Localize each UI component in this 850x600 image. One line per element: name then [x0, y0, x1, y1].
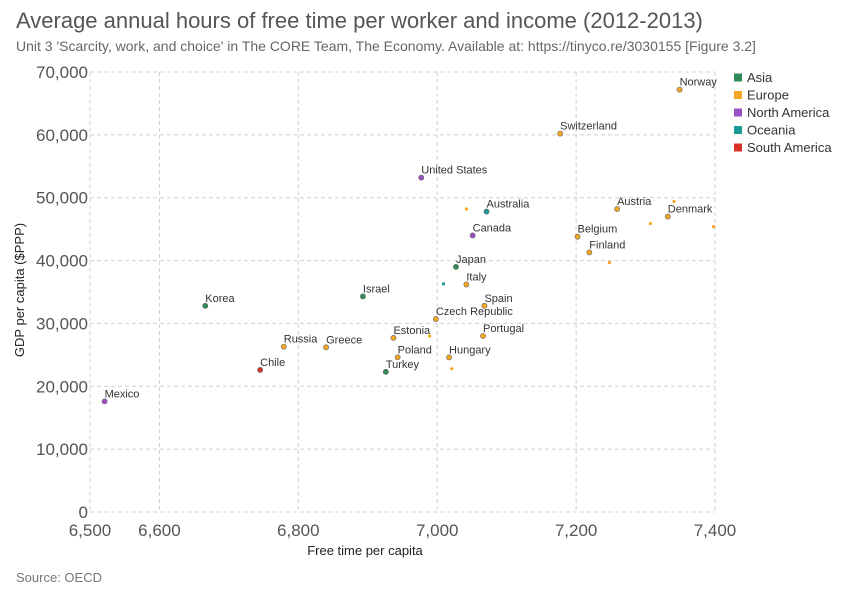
x-tick-label: 7,400: [694, 521, 737, 540]
data-point[interactable]: [257, 367, 264, 373]
y-tick-label: 60,000: [36, 126, 88, 145]
legend-swatch: [734, 91, 742, 99]
point-label: Korea: [205, 293, 235, 305]
legend-swatch: [734, 143, 742, 152]
data-point[interactable]: [676, 86, 683, 93]
data-point[interactable]: [480, 333, 486, 339]
point-label: Canada: [473, 222, 512, 234]
y-tick-label: 0: [79, 503, 88, 522]
source-note: Source: OECD: [16, 570, 102, 585]
data-point[interactable]: [481, 302, 488, 309]
point-label: Poland: [398, 344, 432, 356]
x-tick-label: 7,200: [555, 521, 598, 540]
point-label: Japan: [456, 254, 486, 266]
point-label: Chile: [260, 357, 285, 369]
data-point[interactable]: [280, 343, 287, 350]
point-label: Norway: [680, 77, 718, 89]
data-points: Norway Switzerland United States Austria Den…: [101, 77, 718, 405]
x-axis-label: Free time per capita: [307, 543, 423, 558]
point-label: Finland: [589, 239, 625, 251]
point-label: Hungary: [449, 344, 491, 356]
point-label: Russia: [284, 334, 319, 346]
point-label: Greece: [326, 334, 362, 346]
y-tick-label: 30,000: [36, 314, 88, 333]
legend-item[interactable]: Asia: [747, 70, 773, 85]
x-axis-ticks: 6,500 6,600 6,800 7,000 7,200 7,400: [69, 521, 737, 540]
x-tick-label: 6,800: [277, 521, 320, 540]
data-point[interactable]: [463, 281, 470, 288]
x-tick-label: 6,600: [138, 521, 181, 540]
point-label: Portugal: [483, 323, 524, 335]
data-point[interactable]: [648, 221, 653, 226]
point-label: Turkey: [386, 359, 420, 371]
point-label: Austria: [617, 196, 652, 208]
point-label: United States: [421, 165, 488, 177]
point-label: Mexico: [105, 388, 140, 400]
point-label: Switzerland: [560, 121, 617, 133]
data-point[interactable]: [101, 398, 108, 405]
legend-item[interactable]: North America: [747, 105, 830, 120]
y-axis-label: GDP per capita ($PPP): [12, 223, 27, 357]
point-label: Israel: [363, 283, 390, 295]
data-point[interactable]: [672, 199, 676, 204]
data-point[interactable]: [469, 232, 476, 239]
point-label: Italy: [466, 271, 487, 283]
legend-swatch: [734, 108, 742, 117]
x-tick-label: 6,500: [69, 521, 112, 540]
data-point[interactable]: [446, 354, 452, 361]
legend-item[interactable]: Oceania: [747, 123, 796, 138]
data-point[interactable]: [483, 208, 490, 215]
data-point[interactable]: [360, 293, 366, 300]
point-label: Denmark: [668, 204, 713, 216]
point-label: Belgium: [578, 224, 618, 236]
grid-lines: [89, 71, 716, 513]
chart-title: Average annual hours of free time per wo…: [16, 8, 703, 33]
y-tick-label: 50,000: [36, 189, 88, 208]
data-point[interactable]: [450, 367, 454, 371]
y-tick-label: 40,000: [36, 252, 88, 271]
data-point[interactable]: [464, 207, 468, 211]
y-axis-ticks: 0 10,000 20,000 30,000 40,000 50,000 60,000 70,…: [36, 63, 88, 522]
data-point[interactable]: [441, 282, 446, 286]
y-tick-label: 10,000: [36, 440, 88, 459]
y-tick-label: 20,000: [36, 377, 88, 396]
data-point[interactable]: [614, 206, 620, 212]
data-point[interactable]: [323, 344, 330, 351]
data-point[interactable]: [453, 263, 459, 270]
y-tick-label: 70,000: [36, 63, 88, 82]
data-point[interactable]: [382, 368, 389, 375]
x-tick-label: 7,000: [416, 521, 459, 540]
point-label: Australia: [487, 199, 531, 211]
legend-item[interactable]: Europe: [747, 88, 789, 103]
data-point[interactable]: [427, 334, 432, 338]
legend-swatch: [734, 73, 742, 82]
legend[interactable]: Asia Europe North America Oceania South Amer…: [734, 70, 832, 155]
data-point[interactable]: [394, 354, 401, 361]
data-point[interactable]: [418, 174, 425, 181]
point-label: Czech Republic: [436, 306, 514, 318]
data-point[interactable]: [607, 260, 612, 265]
data-point[interactable]: [432, 316, 439, 322]
chart-subtitle: Unit 3 'Scarcity, work, and choice' in T…: [16, 38, 756, 54]
data-point[interactable]: [390, 334, 397, 341]
legend-item[interactable]: South America: [747, 140, 832, 155]
point-label: Spain: [484, 293, 512, 305]
data-point[interactable]: [574, 233, 581, 240]
legend-swatch: [734, 126, 742, 134]
data-point[interactable]: [586, 249, 593, 256]
point-label: Estonia: [393, 325, 431, 337]
data-point[interactable]: [664, 213, 671, 220]
data-point[interactable]: [712, 225, 716, 229]
data-point[interactable]: [557, 130, 564, 137]
data-point[interactable]: [202, 302, 209, 309]
